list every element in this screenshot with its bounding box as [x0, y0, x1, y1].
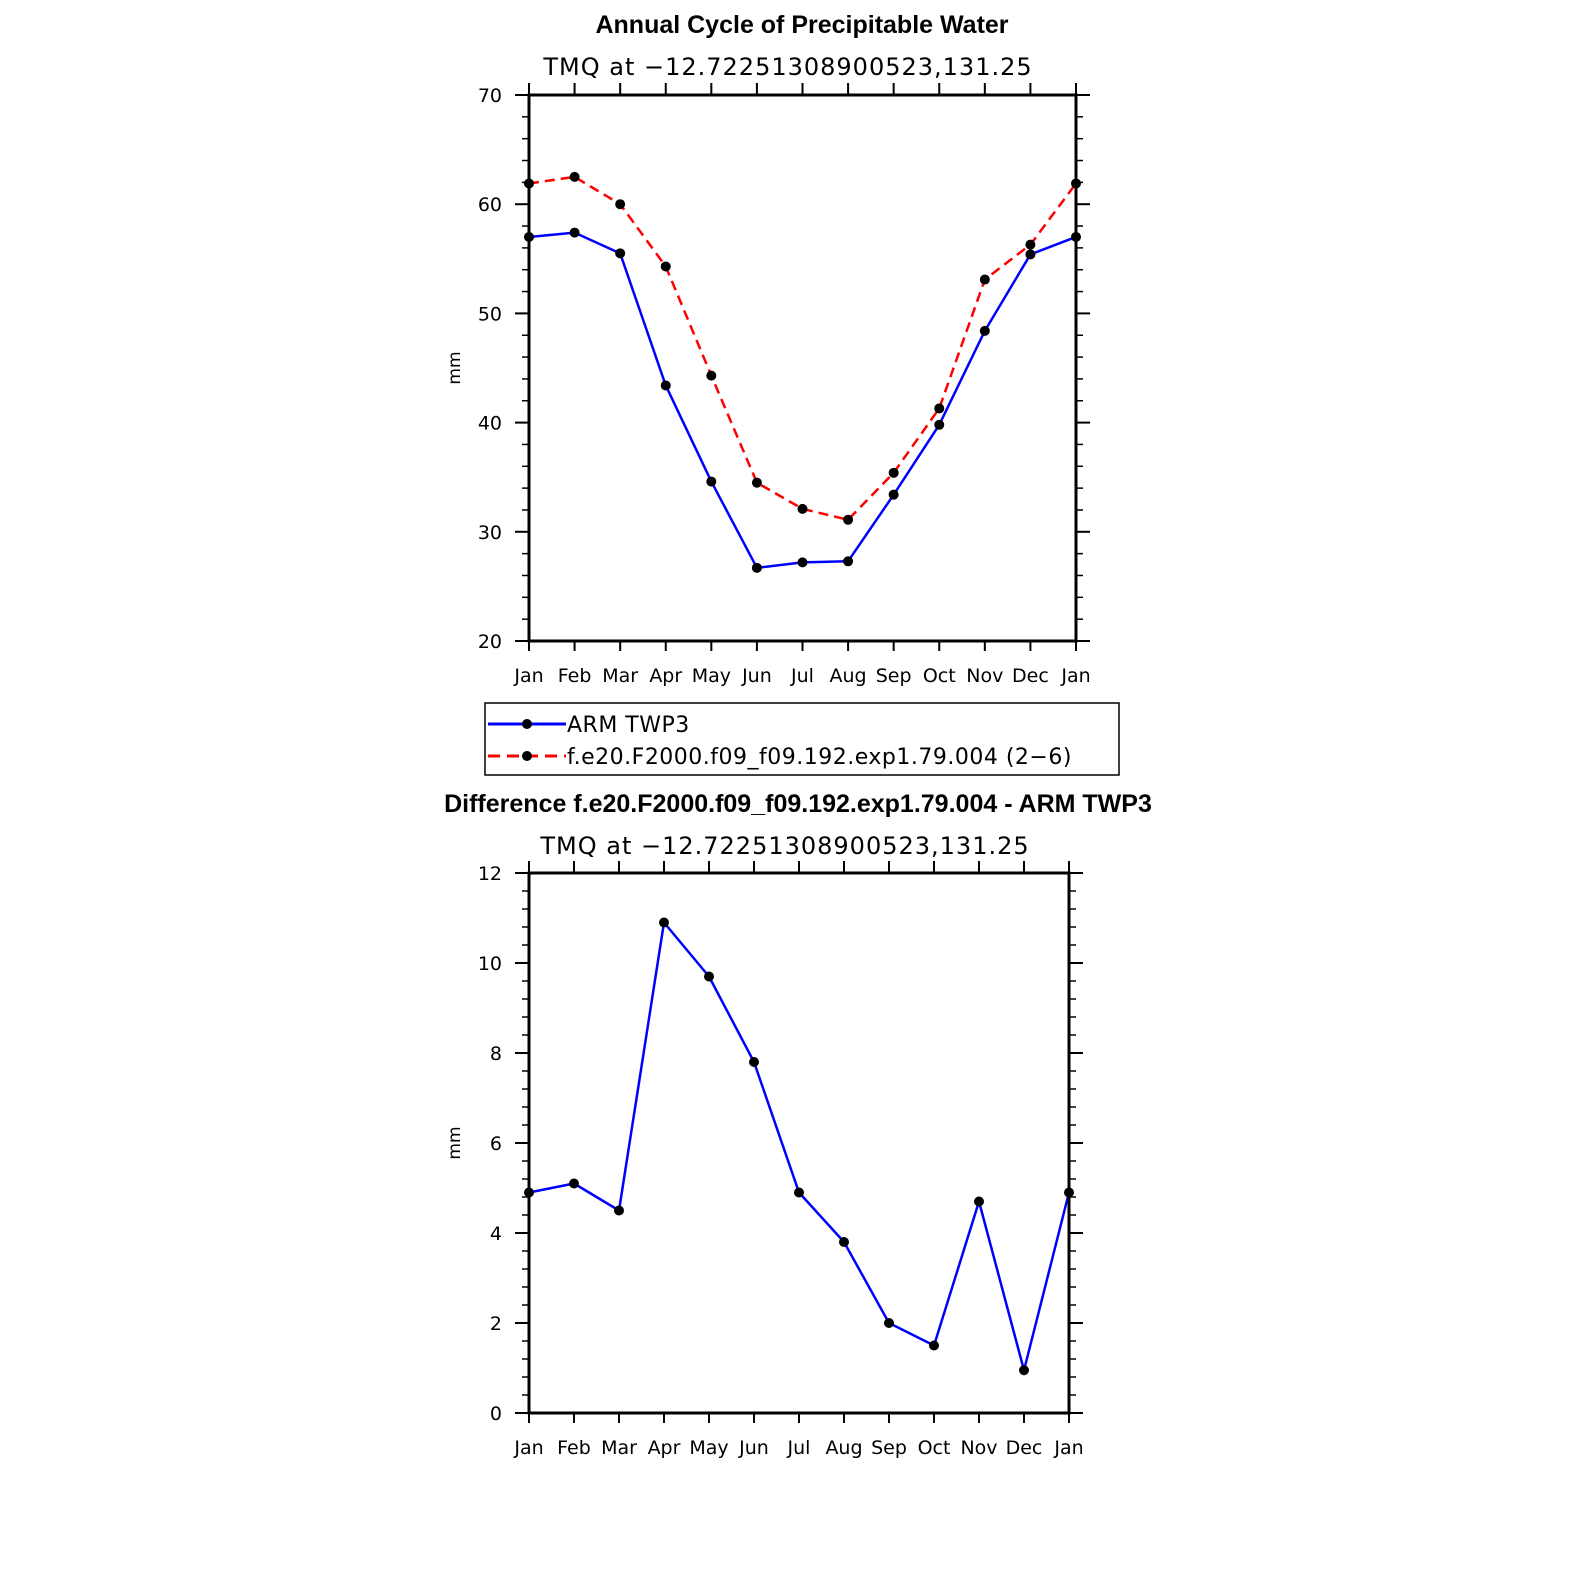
y-axis-label: mm	[445, 351, 465, 384]
series-group	[524, 171, 1081, 573]
series-point-1	[979, 274, 990, 285]
series-point-0	[659, 917, 669, 928]
series-point-0	[929, 1340, 939, 1351]
series-point-1	[660, 261, 671, 272]
x-tick-label: Mar	[601, 1437, 637, 1459]
x-tick-label: Sep	[876, 665, 912, 687]
legend-box	[484, 702, 1120, 776]
series-point-0	[569, 227, 580, 238]
x-tick-label: Jul	[790, 665, 814, 687]
x-tick-label: Jan	[513, 665, 543, 687]
legend: ARM TWP3 f.e20.F2000.f09_f09.192.exp1.79…	[484, 702, 1120, 776]
chart-title: Difference f.e20.F2000.f09_f09.192.exp1.…	[444, 790, 1152, 818]
x-tick-label: Aug	[830, 665, 867, 687]
x-tick-label: Jan	[513, 1437, 543, 1459]
y-tick-label: 6	[490, 1133, 502, 1155]
x-tick-label: Oct	[918, 1437, 951, 1459]
y-tick-label: 50	[478, 303, 502, 325]
y-tick-label: 70	[478, 85, 502, 107]
series-point-1	[751, 477, 762, 488]
plot-frame	[527, 871, 1071, 1415]
series-line-0	[528, 921, 1071, 1372]
legend-label-arm: ARM TWP3	[567, 713, 690, 738]
series-point-1	[934, 403, 945, 414]
x-tick-label: Feb	[557, 1437, 591, 1459]
series-group	[524, 917, 1074, 1376]
x-tick-label: Mar	[602, 665, 638, 687]
y-tick-label: 40	[478, 413, 502, 435]
series-point-0	[839, 1237, 849, 1247]
x-tick-label: Dec	[1012, 665, 1049, 687]
series-line-1	[528, 175, 1078, 522]
chart-subtitle: TMQ at −12.72251308900523,131.25	[539, 832, 1029, 860]
axis-ticks: Jan Feb Mar Apr May Jun Jul Aug Sep Oct Nov Dec Jan 0…	[478, 861, 1084, 1459]
y-tick-label: 0	[490, 1403, 502, 1425]
y-tick-label: 60	[478, 194, 502, 216]
x-tick-label: Jan	[1060, 665, 1090, 687]
series-point-0	[704, 971, 714, 982]
series-point-1	[1025, 239, 1036, 250]
x-tick-label: Apr	[649, 665, 682, 687]
plot-frame	[527, 93, 1078, 643]
series-point-0	[794, 1187, 804, 1198]
chart-difference: Difference f.e20.F2000.f09_f09.192.exp1.…	[444, 790, 1152, 1459]
legend-marker-arm	[522, 719, 532, 729]
y-tick-label: 30	[478, 522, 502, 544]
x-tick-label: Jun	[738, 1437, 769, 1459]
x-tick-label: Jun	[741, 665, 772, 687]
x-tick-label: Jan	[1053, 1437, 1083, 1459]
x-tick-label: May	[692, 665, 731, 687]
y-tick-label: 12	[478, 863, 502, 885]
x-tick-label: Feb	[558, 665, 592, 687]
x-tick-label: Nov	[960, 1437, 997, 1459]
series-point-0	[797, 557, 808, 568]
series-point-0	[751, 562, 762, 573]
x-tick-label: Jul	[787, 1437, 811, 1459]
x-tick-label: Aug	[825, 1437, 862, 1459]
series-point-0	[660, 380, 671, 391]
y-tick-label: 20	[478, 631, 502, 653]
axis-ticks: Jan Feb Mar Apr May Jun Jul Aug Sep Oct Nov Dec Jan 2…	[478, 83, 1091, 687]
series-point-0	[843, 556, 854, 567]
series-point-0	[884, 1318, 894, 1328]
series-point-0	[888, 489, 899, 500]
series-line-0	[528, 231, 1077, 570]
series-point-1	[615, 199, 626, 210]
series-point-1	[797, 503, 808, 514]
y-tick-label: 4	[490, 1223, 502, 1245]
series-point-0	[749, 1057, 759, 1067]
y-tick-label: 2	[490, 1313, 502, 1335]
x-tick-label: Sep	[871, 1437, 907, 1459]
x-tick-label: Nov	[966, 665, 1003, 687]
y-tick-label: 10	[478, 953, 502, 975]
series-point-0	[614, 1205, 624, 1216]
x-tick-label: Oct	[923, 665, 956, 687]
chart-title: Annual Cycle of Precipitable Water	[595, 11, 1008, 39]
series-point-1	[888, 467, 899, 478]
series-point-0	[979, 325, 990, 336]
series-point-0	[1019, 1365, 1029, 1376]
series-point-0	[974, 1196, 984, 1207]
x-tick-label: May	[689, 1437, 728, 1459]
series-point-0	[569, 1178, 579, 1189]
y-axis-label: mm	[445, 1126, 465, 1159]
chart-annual-cycle: Annual Cycle of Precipitable Water TMQ a…	[445, 11, 1091, 687]
series-point-1	[843, 514, 854, 525]
series-point-0	[1025, 249, 1036, 260]
series-point-0	[706, 476, 717, 487]
y-tick-label: 8	[490, 1043, 502, 1065]
chart-subtitle: TMQ at −12.72251308900523,131.25	[542, 53, 1032, 81]
series-point-0	[934, 419, 945, 430]
legend-label-model: f.e20.F2000.f09_f09.192.exp1.79.004 (2−6…	[567, 745, 1072, 770]
series-point-0	[615, 248, 626, 259]
series-point-1	[569, 171, 580, 182]
x-tick-label: Dec	[1006, 1437, 1043, 1459]
x-tick-label: Apr	[648, 1437, 681, 1459]
legend-marker-model	[522, 751, 532, 761]
series-point-1	[706, 370, 717, 381]
